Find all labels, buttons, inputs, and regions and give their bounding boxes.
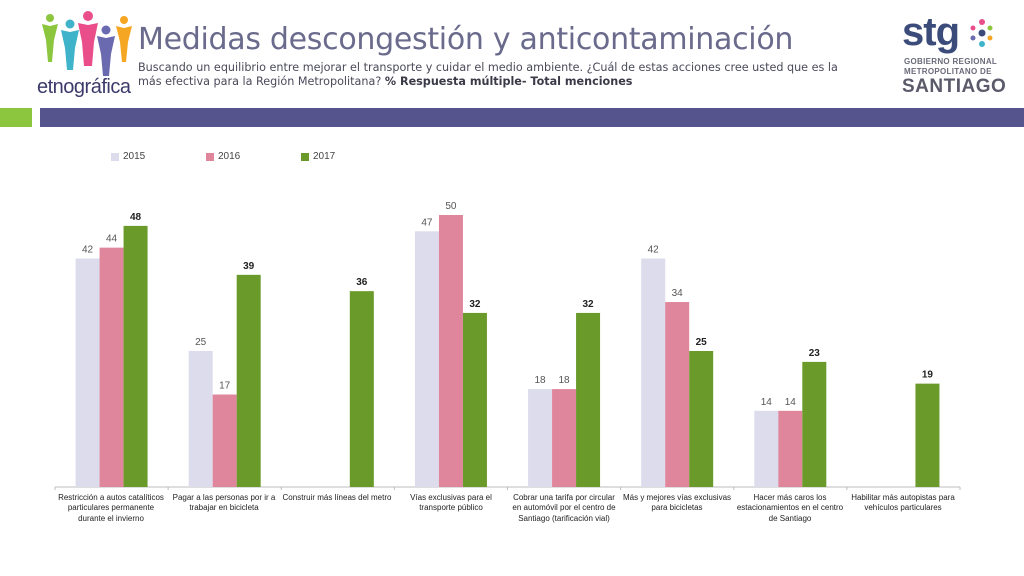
bar-2015-1 (188, 351, 213, 487)
data-label-2017-4: 32 (583, 299, 595, 310)
data-label-2015-1: 25 (195, 337, 207, 348)
logo-figures (42, 11, 132, 76)
bar-2016-4 (552, 389, 577, 487)
data-label-2015-0: 42 (82, 245, 94, 256)
stg-logo-line1: GOBIERNO REGIONAL (904, 57, 998, 66)
stg-logo-star (970, 19, 993, 47)
legend-item-2017: 2017 (301, 151, 335, 162)
stg-logo-line2: METROPOLITANO DE (904, 67, 992, 76)
header-band-blue (40, 108, 1024, 127)
bar-2016-1 (212, 394, 237, 487)
bar-2017-3 (462, 312, 487, 487)
category-label-7: Habilitar más autopistas para vehículos … (851, 493, 955, 513)
legend-swatch-2015 (111, 152, 119, 161)
data-label-2015-5: 42 (648, 245, 660, 256)
data-label-2017-1: 39 (243, 261, 255, 272)
bar-2016-0 (99, 247, 124, 487)
legend-item-2016: 2016 (206, 151, 240, 162)
stg-logo-text: stg (902, 10, 960, 54)
bar-2015-0 (75, 258, 100, 487)
bar-2017-0 (123, 225, 148, 487)
data-label-2015-3: 47 (421, 217, 433, 228)
stg-logo-line3: SANTIAGO (902, 76, 1007, 97)
bar-2016-3 (438, 215, 463, 487)
etnografica-logo-text: etnográfica (37, 76, 131, 98)
bar-2017-6 (802, 361, 827, 487)
data-label-2017-5: 25 (696, 337, 708, 348)
data-label-2017-0: 48 (130, 212, 142, 223)
bar-2017-2 (349, 291, 374, 487)
category-label-3: Vías exclusivas para el transporte públi… (410, 493, 492, 513)
bar-chart: 42 44 48 25 17 39 36 47 50 32 18 18 32 42 34 25 14 14 23 19 (54, 201, 961, 490)
data-label-2016-0: 44 (106, 234, 118, 245)
category-label-1: Pagar a las personas por ir a trabajar e… (172, 493, 276, 513)
bar-2015-3 (414, 231, 439, 487)
subtitle-bold: % Respuesta múltiple- Total menciones (384, 75, 633, 88)
bar-2015-6 (754, 410, 779, 487)
data-label-2016-6: 14 (785, 397, 797, 408)
data-label-2016-5: 34 (672, 288, 684, 299)
stg-logo-mark (970, 19, 993, 47)
data-label-2017-7: 19 (922, 370, 934, 381)
bar-2015-5 (641, 258, 666, 487)
category-label-5: Más y mejores vías exclusivas para bicic… (622, 493, 732, 513)
data-label-2015-4: 18 (535, 375, 547, 386)
bar-2016-6 (778, 410, 803, 487)
subtitle-question: Buscando un equilibrio entre mejorar el … (138, 61, 838, 88)
legend-swatch-2016 (206, 152, 214, 161)
data-label-2017-6: 23 (809, 348, 821, 359)
category-label-2: Construir más líneas del metro (282, 493, 392, 502)
bar-2017-5 (689, 351, 714, 487)
page-subtitle: Buscando un equilibrio entre mejorar el … (138, 61, 858, 89)
data-label-2015-6: 14 (761, 397, 773, 408)
legend-label-2015: 2015 (123, 151, 146, 162)
data-label-2017-2: 36 (356, 277, 368, 288)
legend-label-2017: 2017 (313, 151, 336, 162)
page-title: Medidas descongestión y anticontaminació… (138, 22, 794, 57)
category-label-4: Cobrar una tarifa por circular en automó… (512, 493, 616, 523)
category-label-6: Hacer más caros los estacionamientos en … (736, 493, 844, 523)
data-label-2016-1: 17 (219, 381, 231, 392)
data-label-2017-3: 32 (469, 299, 481, 310)
legend-swatch-2017 (301, 152, 309, 161)
bar-2016-5 (665, 302, 690, 487)
bar-2017-7 (915, 383, 940, 487)
etnografica-logo (42, 11, 132, 76)
data-label-2016-3: 50 (445, 201, 457, 212)
category-label-0: Restricción a autos catalíticos particul… (58, 493, 164, 523)
legend-item-2015: 2015 (111, 151, 145, 162)
bar-2017-1 (236, 274, 261, 487)
data-label-2016-4: 18 (559, 375, 571, 386)
header-band-green (0, 108, 32, 127)
legend-label-2016: 2016 (218, 151, 241, 162)
bar-2015-4 (528, 389, 553, 487)
bar-2017-4 (576, 312, 601, 487)
